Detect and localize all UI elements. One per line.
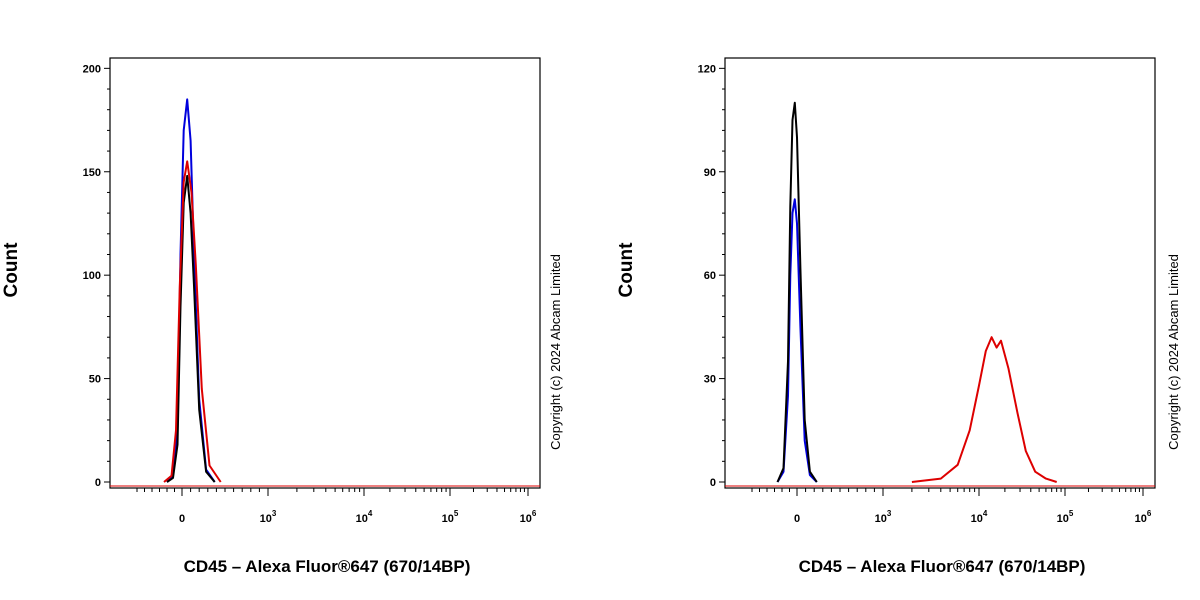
histogram-panel-left: 0 50 100 150 200 0 103 104 105 106 Count CD45 – Ale…	[1, 57, 563, 576]
histogram-panel-right: 0 30 60 90 120 0 103 104 105 106 Count CD45 – Alexa…	[616, 57, 1181, 576]
x-tick-label: 0	[179, 513, 185, 525]
x-tick-label: 105	[442, 509, 459, 525]
y-tick-label: 0	[95, 477, 101, 489]
histogram-series-0	[166, 98, 216, 483]
plot-frame	[724, 57, 1156, 489]
copyright-annotation: Copyright (c) 2024 Abcam Limited	[1166, 254, 1181, 450]
y-axis-label: Count	[1, 242, 22, 298]
x-axis-label: CD45 – Alexa Fluor®647 (670/14BP)	[799, 557, 1086, 576]
y-tick-label: 0	[710, 477, 716, 489]
x-tick-label: 106	[1135, 509, 1152, 525]
copyright-annotation: Copyright (c) 2024 Abcam Limited	[548, 254, 563, 450]
histogram-series-1	[166, 174, 216, 483]
histogram-series-2	[163, 160, 222, 483]
histogram-series-2	[911, 336, 1058, 483]
y-axis-label: Count	[616, 242, 637, 298]
histogram-series-0	[776, 198, 818, 483]
x-tick-label: 105	[1057, 509, 1074, 525]
x-tick-label: 103	[875, 509, 892, 525]
y-tick-label: 90	[704, 167, 716, 179]
y-tick-label: 100	[83, 270, 101, 282]
histogram-series-1	[776, 101, 818, 483]
x-axis-label: CD45 – Alexa Fluor®647 (670/14BP)	[184, 557, 471, 576]
y-tick-label: 30	[704, 374, 716, 386]
x-tick-label: 0	[794, 513, 800, 525]
y-tick-label: 150	[83, 167, 101, 179]
y-tick-label: 60	[704, 270, 716, 282]
y-tick-label: 120	[698, 63, 716, 75]
plot-frame	[109, 57, 541, 489]
y-tick-label: 200	[83, 63, 101, 75]
x-tick-label: 104	[971, 509, 988, 525]
x-tick-label: 103	[260, 509, 277, 525]
y-tick-label: 50	[89, 374, 101, 386]
x-tick-label: 104	[356, 509, 373, 525]
x-tick-label: 106	[520, 509, 537, 525]
